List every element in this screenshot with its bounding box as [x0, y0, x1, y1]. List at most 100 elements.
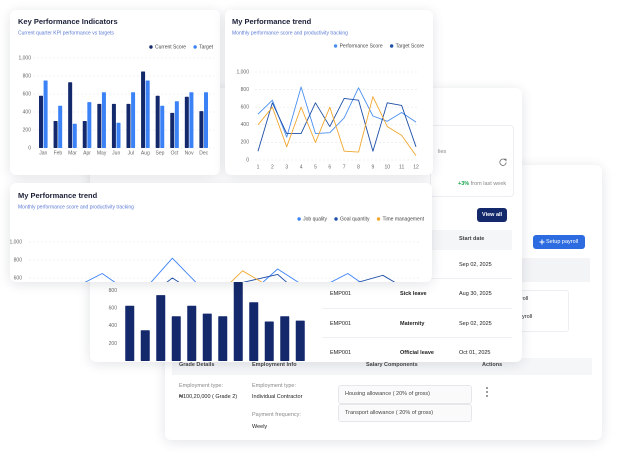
- legend-swatch: [149, 45, 153, 49]
- x-tick-label: 6: [328, 164, 331, 170]
- bar: [160, 105, 165, 148]
- cell: Oct 01, 2025: [459, 350, 491, 356]
- bar: [156, 295, 166, 361]
- column-header: Salary Components: [366, 362, 418, 368]
- cell: Sep 02, 2025: [459, 321, 492, 327]
- y-tick-label: 800: [14, 257, 23, 263]
- row-strip: [510, 258, 590, 282]
- dark-chart-panel: 200 400 600 800: [95, 282, 320, 362]
- chart-title: My Performance trend: [18, 191, 98, 200]
- line: [257, 97, 417, 152]
- change-text: +3% from last week: [458, 181, 507, 188]
- x-tick-label: Jan: [39, 150, 47, 156]
- chart-subtitle: Monthly performance score and productivi…: [232, 30, 348, 36]
- chart-title: Key Performance Indicators: [18, 17, 118, 26]
- legend-label: Job quality: [303, 216, 327, 222]
- chip-label: Transport allowance ( 20% of gross): [345, 409, 434, 416]
- button-label: Setup payroll: [546, 238, 579, 245]
- y-tick-label: 200: [23, 127, 32, 133]
- chart-title: My Performance trend: [232, 17, 312, 26]
- bar: [82, 121, 87, 148]
- legend-label: Target Score: [396, 43, 425, 49]
- y-tick-label: 600: [14, 275, 23, 281]
- refresh-icon[interactable]: [498, 157, 508, 167]
- y-tick-label: 800: [109, 288, 118, 294]
- x-tick-label: Sep: [156, 150, 165, 156]
- bar: [43, 80, 48, 148]
- bar: [68, 82, 73, 148]
- y-tick-label: 600: [109, 306, 118, 312]
- y-tick-label: 1,000: [236, 69, 249, 75]
- bar: [280, 316, 290, 361]
- column-header: Grade Details: [179, 362, 215, 368]
- view-all-button[interactable]: View all: [477, 208, 507, 222]
- y-tick-label: 0: [246, 157, 249, 163]
- bar: [233, 282, 243, 361]
- bar: [72, 123, 77, 148]
- cell: EMP001: [330, 321, 352, 327]
- x-tick-label: 7: [343, 164, 346, 170]
- cell-label: Employment type:: [179, 383, 224, 389]
- x-tick-label: Mar: [68, 150, 77, 156]
- bar: [53, 121, 58, 148]
- bar: [97, 103, 102, 148]
- bar: [116, 122, 121, 148]
- bar: [126, 103, 131, 148]
- x-tick-label: 5: [314, 164, 317, 170]
- x-tick-label: 12: [413, 164, 419, 170]
- kpi-card: Key Performance Indicators Current quarte…: [10, 10, 220, 175]
- more-actions-icon[interactable]: [484, 386, 490, 398]
- x-tick-label: 11: [399, 164, 404, 170]
- legend-swatch: [193, 45, 197, 49]
- legend-swatch: [334, 217, 338, 221]
- bar: [184, 96, 189, 148]
- button-label: View all: [482, 211, 503, 218]
- trend-card: My Performance trend Monthly performance …: [10, 183, 432, 282]
- x-tick-label: Nov: [185, 150, 194, 156]
- legend-swatch: [376, 217, 381, 221]
- line: [84, 257, 361, 282]
- bar: [187, 305, 197, 361]
- bar: [170, 112, 175, 148]
- cell-label: Employment type:: [252, 383, 297, 389]
- x-tick-label: Feb: [54, 150, 63, 156]
- y-tick-label: 200: [241, 140, 250, 146]
- x-tick-label: 2: [271, 164, 274, 170]
- cell: EMP001: [330, 350, 352, 356]
- cell: Official leave: [400, 350, 434, 356]
- table-header: [172, 358, 592, 375]
- y-tick-label: 1,000: [18, 55, 31, 61]
- line: [257, 96, 417, 156]
- chart: 200 400 600 800: [109, 282, 305, 361]
- x-tick-label: Oct: [171, 150, 179, 156]
- chart: My Performance trend Monthly performance …: [10, 191, 425, 282]
- bar: [155, 95, 160, 148]
- cell: EMP001: [330, 291, 352, 297]
- chart-subtitle: Current quarter KPI performance vs targe…: [18, 30, 114, 36]
- legend-swatch: [333, 44, 338, 48]
- column-header: Start date: [459, 236, 485, 242]
- bar: [202, 313, 212, 361]
- bar: [101, 92, 106, 148]
- legend-label: Time management: [383, 216, 425, 222]
- y-tick-label: 200: [109, 341, 118, 347]
- bar: [111, 103, 116, 148]
- chip-label: Housing allowance ( 20% of gross): [345, 391, 430, 397]
- column-header: Actions: [482, 362, 503, 368]
- setup-payroll-button[interactable]: Setup payroll: [533, 235, 585, 249]
- cell-label: Payment frequency:: [252, 412, 301, 418]
- change-caption: from last week: [470, 181, 507, 187]
- change-value: +3%: [458, 181, 470, 187]
- column-header: Employment Info: [252, 362, 297, 368]
- legend-swatch: [297, 217, 301, 221]
- legend-label: Performance Score: [340, 43, 383, 49]
- x-tick-label: 8: [357, 164, 360, 170]
- cell: Aug 30, 2025: [459, 291, 492, 297]
- legend-label: Current Score: [155, 44, 186, 50]
- y-tick-label: 800: [241, 87, 250, 93]
- cell-value: Individual Contractor: [252, 394, 303, 400]
- legend-label: Goal quantity: [340, 216, 370, 222]
- bar: [141, 71, 146, 148]
- x-tick-label: Apr: [83, 150, 91, 156]
- line: [230, 270, 263, 282]
